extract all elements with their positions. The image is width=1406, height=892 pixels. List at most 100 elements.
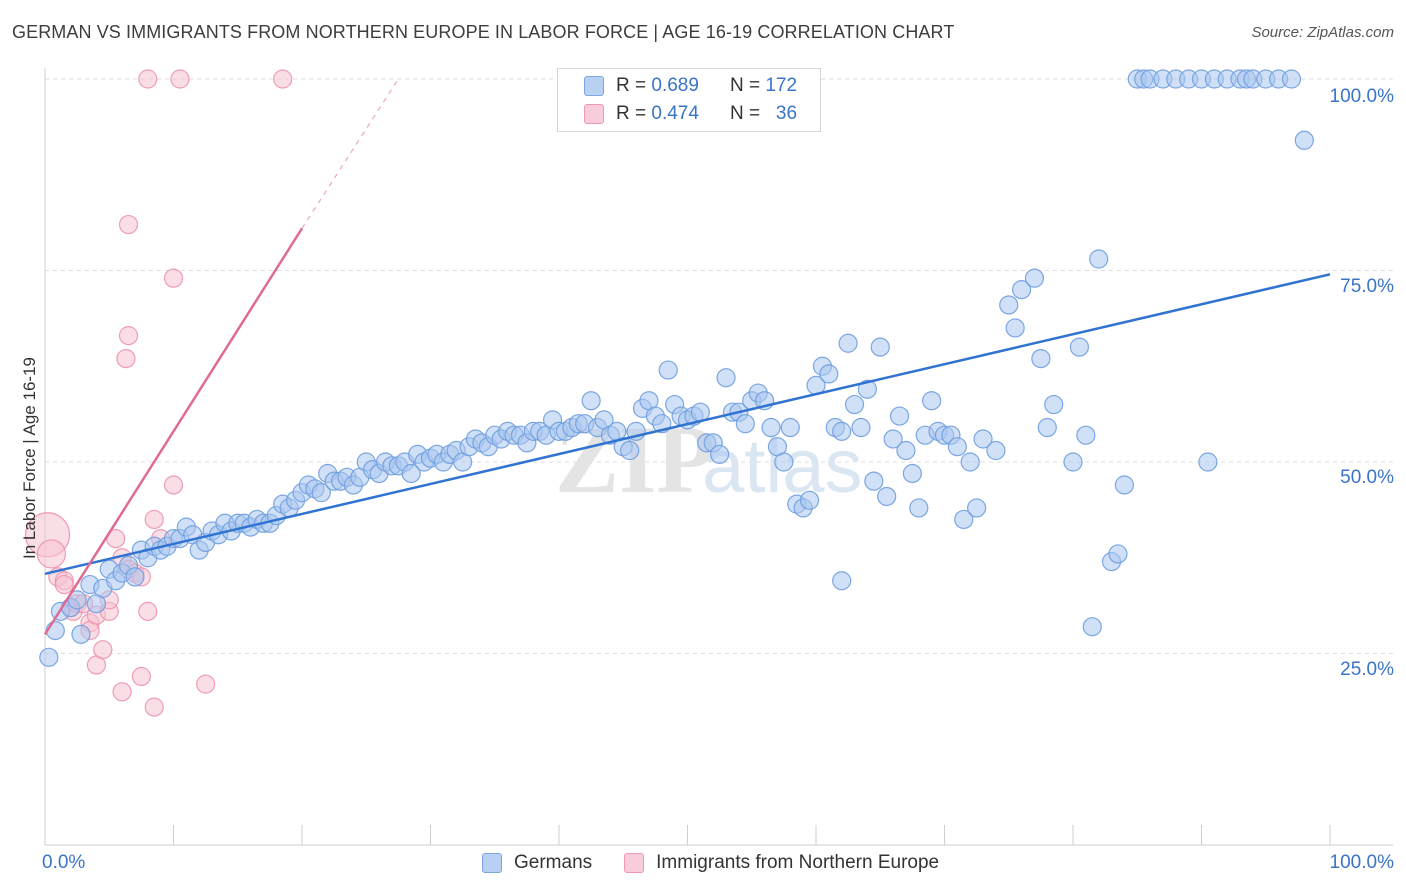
series-legend: Germans Immigrants from Northern Europe <box>482 852 939 874</box>
immigrants-point <box>93 640 113 660</box>
x-tick-label-min: 0.0% <box>42 852 86 873</box>
germans-point <box>1076 425 1096 445</box>
gridlines <box>45 78 1393 654</box>
germans-point <box>780 417 800 438</box>
legend-r-value: 0.689 <box>651 75 699 96</box>
y-tick-label-25: 25.0% <box>1340 659 1394 680</box>
germans-point <box>857 379 878 399</box>
immigrants-point <box>116 348 136 369</box>
immigrants-point <box>273 69 293 89</box>
legend-label-immigrants: Immigrants from Northern Europe <box>656 852 940 873</box>
legend-label-germans: Germans <box>514 852 593 873</box>
germans-point <box>1294 130 1314 150</box>
germans-point <box>735 414 755 434</box>
legend-r-value: 0.474 <box>651 103 699 124</box>
germans-point <box>311 483 331 503</box>
legend-swatch-immigrants <box>624 853 645 873</box>
germans-point <box>832 571 852 591</box>
germans-point <box>832 421 852 441</box>
germans-point <box>999 295 1019 315</box>
germans-point <box>658 360 678 380</box>
immigrants-point <box>131 666 151 687</box>
germans-point <box>922 391 942 411</box>
germans-point <box>710 444 730 464</box>
immigrants-point <box>138 69 158 89</box>
legend-r-label: R = <box>616 103 647 124</box>
germans-point <box>877 486 897 507</box>
germans-point <box>1069 337 1090 357</box>
germans-point <box>761 417 781 438</box>
germans-point <box>1063 452 1083 472</box>
immigrants-trendline-extension <box>301 78 399 229</box>
germans-point <box>1037 417 1057 438</box>
germans-point <box>896 440 916 461</box>
immigrants-point <box>54 574 74 595</box>
immigrants-point <box>170 69 190 89</box>
germans-point <box>909 498 929 518</box>
germans-point <box>889 406 910 426</box>
immigrants-point <box>118 326 139 346</box>
legend-n-value: 36 <box>775 103 798 124</box>
source-label: Source: ZipAtlas.com <box>1251 24 1394 41</box>
y-tick-label-100: 100.0% <box>1329 86 1394 107</box>
germans-point <box>1198 452 1218 472</box>
germans-point <box>1024 268 1045 288</box>
immigrants-point <box>36 539 67 569</box>
series-germans-points <box>39 69 1314 667</box>
immigrants-point <box>163 268 184 288</box>
germans-point <box>125 567 145 587</box>
immigrants-trendline <box>43 227 304 636</box>
immigrants-point <box>144 697 164 717</box>
germans-trendline <box>44 273 1331 576</box>
legend-n-label: N = <box>729 75 761 96</box>
germans-point <box>973 429 993 449</box>
stats-legend: R = 0.689 N = 172 R = 0.474 N = 36 <box>557 68 821 132</box>
x-tick-label-max: 100.0% <box>1329 852 1394 873</box>
germans-point <box>1114 475 1135 495</box>
germans-point <box>960 452 980 472</box>
germans-point <box>838 333 858 353</box>
y-axis-title: In Labor Force | Age 16-19 <box>20 357 39 559</box>
germans-point <box>45 620 65 641</box>
germans-point <box>870 337 890 357</box>
germans-point <box>883 429 903 449</box>
immigrants-point <box>144 509 164 530</box>
chart-title: GERMAN VS IMMIGRANTS FROM NORTHERN EUROP… <box>12 22 955 42</box>
legend-swatch-pink <box>584 104 604 124</box>
germans-point <box>401 463 421 484</box>
germans-point <box>986 440 1006 461</box>
germans-point <box>1005 318 1025 338</box>
legend-row-immigrants: R = 0.474 N = 36 <box>584 101 797 127</box>
axes <box>44 68 1393 846</box>
germans-point <box>581 391 601 411</box>
germans-point <box>864 471 884 491</box>
germans-point <box>71 624 91 644</box>
germans-point <box>967 498 987 518</box>
germans-point <box>1031 348 1051 369</box>
legend-swatch-germans <box>482 853 502 873</box>
germans-point <box>1089 249 1109 269</box>
germans-point <box>851 417 871 438</box>
germans-point <box>799 490 820 510</box>
germans-point <box>1082 617 1102 637</box>
germans-point <box>1044 394 1064 415</box>
immigrants-point <box>112 682 132 702</box>
germans-point <box>620 440 640 461</box>
germans-point <box>1108 544 1128 564</box>
germans-point <box>947 437 967 457</box>
germans-point <box>774 452 794 472</box>
germans-point <box>1011 280 1032 300</box>
legend-r-label: R = <box>616 75 647 96</box>
legend-swatch-blue <box>584 76 604 96</box>
immigrants-point <box>118 214 139 235</box>
germans-point <box>819 364 839 384</box>
legend-row-germans: R = 0.689 N = 172 <box>584 73 797 99</box>
immigrants-point <box>196 674 216 694</box>
germans-point <box>844 394 865 415</box>
germans-point <box>39 647 59 667</box>
immigrants-point <box>163 475 184 495</box>
germans-point <box>1281 69 1302 89</box>
legend-n-value: 172 <box>765 75 798 96</box>
legend-n-label: N = <box>729 103 761 124</box>
